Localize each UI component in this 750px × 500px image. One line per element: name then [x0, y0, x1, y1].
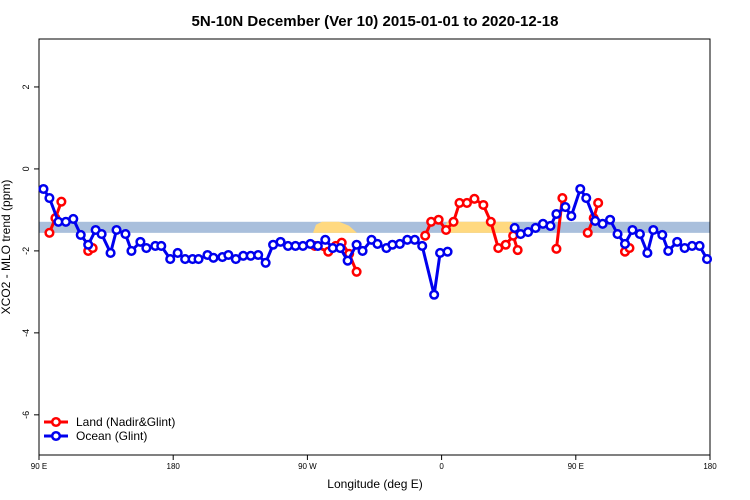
data-point	[394, 238, 405, 249]
data-point	[512, 245, 523, 256]
data-point	[357, 245, 368, 256]
data-point	[105, 247, 116, 258]
data-point	[96, 229, 107, 240]
land-mask	[443, 221, 517, 233]
x-axis-label: Longitude (deg E)	[327, 477, 422, 491]
data-point	[523, 226, 534, 238]
data-point	[551, 243, 562, 254]
data-point	[193, 254, 204, 265]
data-point	[582, 227, 593, 238]
data-point	[642, 247, 653, 258]
data-point	[165, 254, 176, 265]
data-point	[320, 234, 331, 245]
x-tick-label: 0	[439, 462, 444, 471]
data-point	[701, 254, 713, 265]
data-point	[581, 192, 592, 204]
data-point	[75, 229, 86, 240]
data-point	[448, 216, 459, 227]
legend-label: Land (Nadir&Glint)	[76, 415, 175, 429]
data-point	[694, 240, 705, 252]
data-point	[68, 213, 79, 224]
x-tick-label: 90 W	[298, 462, 317, 471]
chart-title: 5N-10N December (Ver 10) 2015-01-01 to 2…	[192, 13, 559, 30]
y-tick-label: -6	[21, 411, 31, 419]
data-point	[648, 224, 659, 236]
data-point	[120, 229, 131, 240]
data-point	[409, 234, 420, 245]
data-point	[593, 197, 604, 208]
data-point	[509, 222, 520, 233]
data-point	[372, 238, 383, 249]
data-point	[420, 230, 431, 241]
data-point	[56, 196, 67, 207]
data-point	[597, 218, 608, 229]
x-tick-label: 90 E	[31, 462, 47, 471]
data-point	[429, 289, 440, 300]
data-point	[172, 247, 183, 258]
data-point	[605, 214, 616, 225]
data-point	[663, 245, 674, 256]
plot-frame	[38, 38, 711, 456]
data-point	[566, 211, 577, 222]
data-point	[135, 236, 146, 247]
data-point	[530, 222, 541, 233]
data-point	[485, 216, 496, 227]
data-point	[612, 229, 623, 240]
data-point	[351, 239, 362, 250]
data-point	[433, 214, 444, 225]
legend-marker	[50, 430, 62, 442]
y-tick-label: -2	[21, 247, 31, 255]
data-point	[275, 236, 286, 247]
y-tick-label: 0	[21, 166, 31, 171]
data-point	[417, 240, 428, 252]
x-tick-label: 180	[703, 462, 717, 471]
data-point	[208, 252, 219, 263]
data-point	[342, 255, 353, 266]
data-point	[38, 183, 49, 195]
data-point	[545, 220, 556, 231]
series-line	[48, 197, 631, 273]
data-point	[619, 238, 631, 249]
data-point	[441, 224, 452, 236]
data-point	[551, 208, 562, 220]
data-point	[478, 199, 489, 211]
data-point	[672, 236, 683, 247]
y-tick-label: -4	[21, 329, 31, 337]
data-point	[657, 229, 668, 240]
data-point	[223, 249, 234, 261]
data-point	[253, 249, 264, 261]
data-point	[44, 192, 55, 204]
data-point	[312, 240, 323, 252]
data-point	[335, 242, 346, 254]
land-mask	[313, 221, 357, 233]
data-point	[111, 224, 122, 236]
data-point	[500, 239, 511, 250]
legend-label: Ocean (Glint)	[76, 429, 147, 443]
data-point	[260, 257, 271, 268]
data-point	[575, 183, 586, 195]
data-point	[560, 201, 571, 213]
data-point	[141, 242, 152, 254]
legend-marker	[50, 416, 62, 428]
data-point	[156, 240, 167, 252]
y-tick-label: 2	[21, 84, 31, 89]
data-point	[557, 192, 568, 204]
data-point	[126, 245, 137, 256]
y-axis-label: XCO2 - MLO trend (ppm)	[0, 180, 13, 315]
data-point	[627, 224, 638, 236]
data-point	[44, 227, 55, 238]
data-point	[461, 197, 472, 208]
data-point	[469, 193, 480, 204]
data-point	[442, 246, 453, 257]
data-point	[83, 239, 94, 250]
data-point	[634, 229, 645, 240]
data-point	[351, 266, 362, 277]
x-tick-label: 90 E	[568, 462, 584, 471]
reference-band	[39, 221, 710, 233]
x-tick-label: 180	[167, 462, 181, 471]
